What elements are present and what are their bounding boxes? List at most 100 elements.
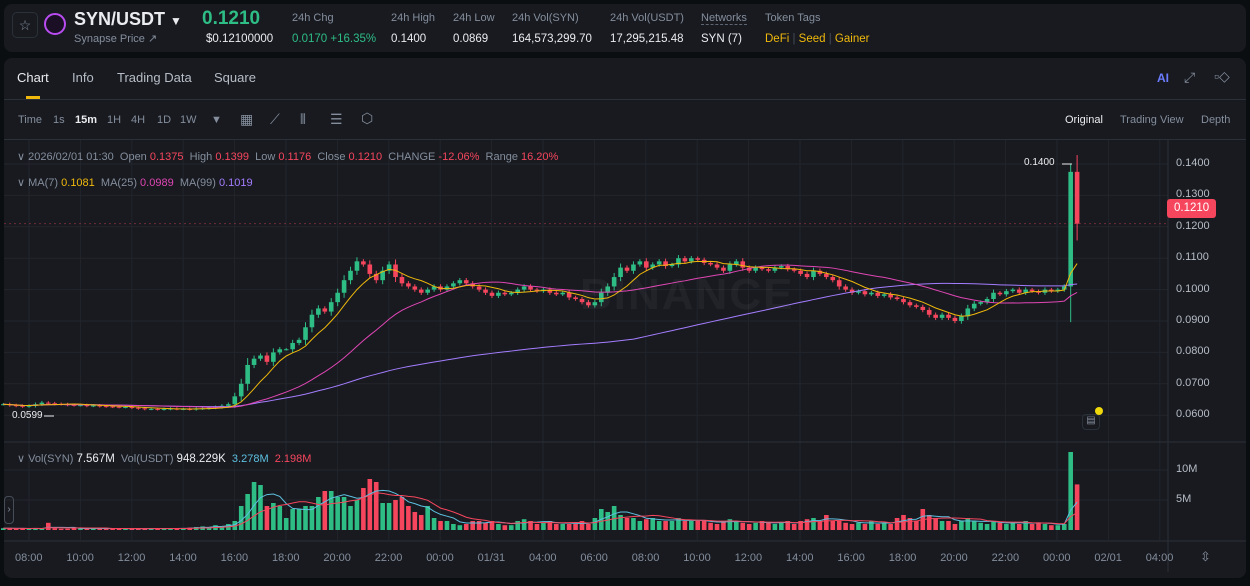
stat-label[interactable]: Networks (701, 12, 747, 25)
candle-body (676, 258, 681, 265)
favorite-star-icon[interactable]: ☆ (12, 12, 38, 38)
candle-body (656, 261, 662, 265)
volume-bar (875, 524, 881, 530)
tag-seed[interactable]: Seed (798, 33, 826, 45)
candle-body (856, 291, 861, 293)
candle-body (258, 355, 263, 359)
indicator-settings-icon[interactable]: ☰ (330, 111, 343, 127)
candle-body (155, 408, 160, 410)
collapse-chevron-icon[interactable]: ∨ (17, 177, 26, 189)
tag-defi[interactable]: DeFi (765, 33, 790, 45)
candle-body (97, 405, 103, 407)
open-value: 0.1375 (149, 151, 184, 163)
view-trading-view[interactable]: Trading View (1120, 114, 1184, 126)
volume-bar (759, 521, 765, 530)
collapse-chevron-icon[interactable]: ∨ (17, 151, 26, 163)
candle-body (939, 314, 945, 318)
hexagon-settings-icon[interactable]: ⬡ (361, 110, 374, 126)
candle-body (984, 299, 990, 303)
close-value: 0.1210 (348, 151, 383, 163)
volume-bar (97, 528, 103, 530)
tab-square[interactable]: Square (214, 70, 256, 85)
volume-bar (283, 518, 289, 530)
layout-grid-icon[interactable]: ▫◇ (1214, 68, 1230, 84)
ai-icon[interactable]: AI (1157, 71, 1169, 85)
candle-body (824, 273, 829, 278)
candle-body (907, 302, 913, 306)
candle-body (894, 297, 900, 300)
collapse-chevron-icon[interactable]: ∨ (17, 453, 26, 465)
candle-body (78, 405, 83, 407)
interval-1s[interactable]: 1s (53, 114, 65, 126)
ma7-label: MA(7) (28, 177, 59, 189)
vol-usdt-value: 948.229K (176, 453, 226, 465)
ma7-line (3, 260, 1078, 410)
more-intervals-chevron-icon[interactable]: ▼ (211, 114, 222, 126)
candle-body (84, 405, 90, 407)
volume-bar (386, 503, 392, 530)
volume-bar (46, 522, 51, 530)
volume-bar (644, 519, 649, 530)
volume-bar (116, 528, 122, 530)
candle-body (920, 306, 926, 311)
candle-body (779, 266, 784, 268)
time-tick: 08:00 (15, 552, 43, 564)
volume-bar (663, 521, 668, 530)
chevron-down-icon: ▼ (170, 14, 182, 28)
tab-chart[interactable]: Chart (17, 70, 49, 85)
line-chart-icon[interactable]: ⟋ (270, 111, 280, 127)
interval-15m[interactable]: 15m (75, 114, 98, 126)
candle-body (431, 286, 437, 290)
candle-body (566, 292, 572, 298)
tab-info[interactable]: Info (72, 70, 94, 85)
tag-gainer[interactable]: Gainer (834, 33, 870, 45)
candle-body (296, 339, 302, 343)
view-depth[interactable]: Depth (1201, 114, 1231, 126)
candle-body (753, 267, 758, 271)
volume-bar (245, 494, 250, 530)
news-icon[interactable]: ▤ (1082, 414, 1100, 430)
volume-bar (926, 515, 932, 530)
interval-1w[interactable]: 1W (180, 114, 197, 126)
interval-1d[interactable]: 1D (157, 114, 172, 126)
volume-bar (399, 497, 405, 530)
volume-bar (1004, 524, 1009, 530)
vol-syn-label: Vol(SYN) (28, 453, 74, 465)
expand-sidebar-button[interactable]: › (4, 496, 14, 524)
fullscreen-icon[interactable]: ⤢ (1184, 69, 1196, 85)
view-original[interactable]: Original (1065, 114, 1103, 126)
divider (4, 139, 1246, 140)
price-link[interactable]: Synapse Price ↗ (74, 33, 158, 45)
candle-body (26, 405, 32, 407)
candle-body (483, 289, 488, 293)
volume-bar (901, 515, 906, 530)
candle-body (142, 408, 148, 410)
volume-bar (669, 521, 675, 530)
pair-name: SYN/USDT (74, 9, 166, 29)
ma99-label: MA(99) (179, 177, 216, 189)
candlestick-icon[interactable]: ⫴ (300, 111, 306, 127)
candle-body (637, 261, 643, 265)
volume-bar (161, 528, 167, 530)
calendar-icon[interactable]: ▦ (240, 111, 254, 127)
pair-selector[interactable]: SYN/USDT ▼ (74, 9, 182, 31)
interval-time[interactable]: Time (18, 114, 43, 126)
volume-bar (933, 518, 938, 530)
time-tick: 22:00 (991, 552, 1020, 564)
volume-bar (33, 528, 38, 530)
time-tick: 04:00 (1145, 552, 1174, 564)
candle-body (316, 308, 321, 315)
volume-bar (888, 524, 893, 530)
interval-4h[interactable]: 4H (131, 114, 146, 126)
candle-body (116, 406, 122, 408)
min-price-marker: 0.0599 (12, 410, 43, 421)
volume-bar (483, 522, 488, 530)
volume-bar (740, 522, 746, 530)
ma25-value: 0.0989 (140, 177, 174, 189)
interval-1h[interactable]: 1H (107, 114, 122, 126)
reset-axis-icon[interactable]: ⇳ (1200, 549, 1211, 564)
candle-body (881, 294, 887, 296)
candle-body (791, 269, 797, 271)
tab-trading-data[interactable]: Trading Data (117, 70, 192, 85)
